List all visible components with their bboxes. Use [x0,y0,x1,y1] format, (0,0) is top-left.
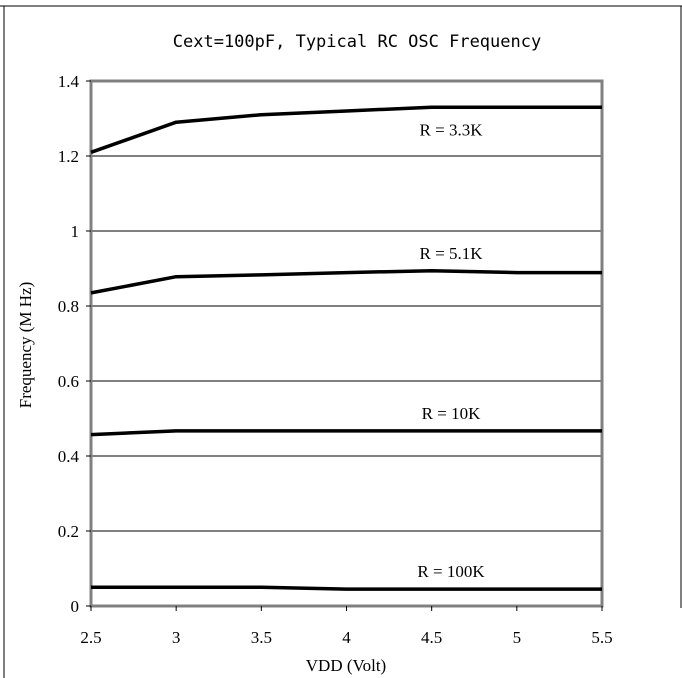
y-tick-label: 0.8 [58,297,79,316]
x-tick-label: 3 [172,628,181,647]
x-axis: 2.5 3 3.5 4 4.5 5 5.5 [80,606,613,647]
series-label: R = 5.1K [420,244,484,263]
x-tick-label: 4 [342,628,351,647]
gridlines [91,155,602,532]
x-tick-label: 3.5 [251,628,272,647]
x-tick-label: 4.5 [421,628,442,647]
y-axis: 0 0.2 0.4 0.6 0.8 1 1.2 1.4 [58,72,91,616]
y-tick-label: 0.6 [58,372,79,391]
series-lines [90,105,602,591]
series-line [90,429,602,437]
series-label: R = 10K [422,404,481,423]
x-axis-label: VDD (Volt) [306,656,386,675]
y-tick-label: 0.2 [58,522,79,541]
chart-title: Cext=100pF, Typical RC OSC Frequency [173,32,541,52]
series-line [90,105,602,154]
series-line [91,585,602,591]
y-tick-label: 1.4 [58,72,80,91]
y-tick-label: 1 [71,222,80,241]
x-tick-label: 5 [513,628,522,647]
x-tick-label: 5.5 [591,628,612,647]
series-labels: R = 3.3K R = 5.1K R = 10K R = 100K [417,120,485,581]
y-tick-label: 1.2 [58,147,79,166]
y-tick-label: 0 [71,597,80,616]
y-axis-label: Frequency (M Hz) [16,282,35,409]
series-label: R = 3.3K [420,120,484,139]
x-tick-label: 2.5 [80,628,101,647]
plot-area [89,79,604,608]
y-tick-label: 0.4 [58,447,80,466]
series-line [90,268,602,295]
series-label: R = 100K [417,562,485,581]
